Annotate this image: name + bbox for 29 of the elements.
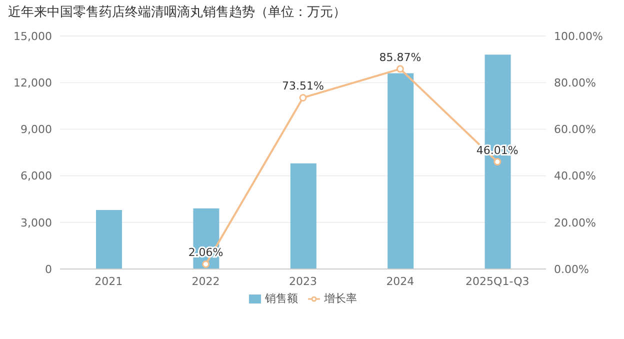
data-label: 85.87% [379, 50, 422, 64]
y-tick-label: 3,000 [20, 216, 52, 230]
x-tick-label: 2021 [94, 274, 123, 288]
y-tick-label: 15,000 [14, 30, 52, 43]
y2-tick-label: 100.00% [554, 30, 603, 43]
bar [388, 73, 414, 269]
data-label: 73.51% [282, 80, 324, 93]
x-tick-label: 2022 [192, 274, 220, 288]
y2-tick-label: 40.00% [554, 170, 596, 183]
point [494, 158, 502, 166]
y2-tick-label: 60.00% [554, 123, 596, 136]
point [299, 94, 307, 102]
x-tick-label: 2025Q1-Q3 [466, 274, 530, 288]
point [202, 260, 210, 268]
y-tick-label: 9,000 [20, 123, 52, 136]
y2-tick-label: 0.00% [554, 262, 589, 276]
y-tick-label: 12,000 [14, 76, 52, 90]
legend-label: 销售额 [265, 292, 298, 305]
y2-tick-label: 20.00% [554, 216, 596, 230]
y-tick-label: 6,000 [20, 170, 52, 183]
legend-label: 增长率 [324, 292, 357, 305]
x-tick-label: 2023 [289, 274, 317, 288]
bar [96, 210, 122, 269]
bar [290, 163, 316, 269]
y-tick-label: 0 [45, 262, 52, 276]
chart-title: 近年来中国零售药店终端清咽滴丸销售趋势（单位：万元） [8, 4, 347, 22]
x-tick-label: 2024 [386, 274, 414, 288]
point [396, 65, 404, 73]
y2-tick-label: 80.00% [554, 76, 596, 90]
